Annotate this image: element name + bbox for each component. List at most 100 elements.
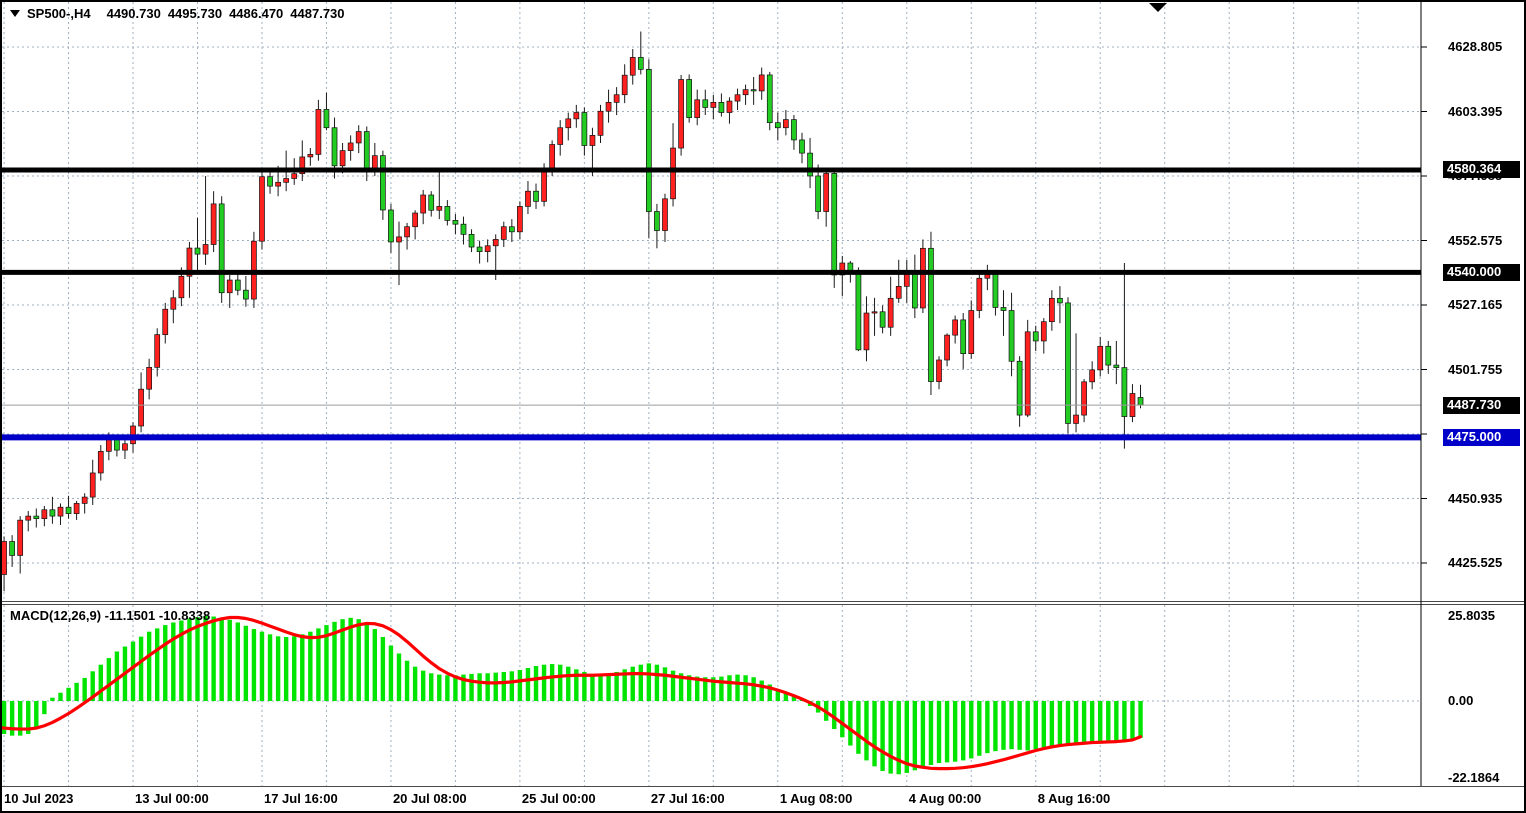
candle-bull — [557, 127, 564, 145]
candle-bull — [1049, 297, 1055, 323]
macd-histogram-bar — [1098, 701, 1103, 742]
candle-bear — [774, 122, 781, 129]
macd-histogram-bar — [106, 658, 112, 701]
symbol-dropdown-icon[interactable] — [10, 10, 20, 17]
price-tick-label: 4501.755 — [1448, 361, 1503, 377]
candle-bear — [1113, 364, 1120, 368]
candle-bear — [9, 541, 15, 556]
macd-histogram-bar — [549, 664, 555, 701]
candle-bull — [662, 198, 668, 231]
candle-bear — [1105, 345, 1112, 366]
macd-main-value: -11.1501 — [104, 608, 156, 623]
candle-bear — [807, 152, 813, 177]
candle-bull — [952, 319, 958, 336]
candle-bull — [936, 359, 942, 382]
macd-histogram-bar — [791, 696, 797, 701]
macd-histogram-bar — [517, 669, 523, 701]
time-axis-label: 25 Jul 00:00 — [521, 791, 596, 806]
macd-histogram-bar — [1106, 701, 1111, 742]
candle-bull — [1040, 321, 1047, 342]
chart-legend: SP500-,H4 4490.730 4495.730 4486.470 448… — [10, 6, 345, 21]
candle-bear — [702, 99, 709, 108]
macd-histogram-bar — [259, 631, 265, 701]
shift-end-marker[interactable] — [1149, 3, 1167, 12]
candle-bull — [162, 308, 169, 335]
candle-bull — [170, 297, 177, 310]
candle-bull — [210, 203, 217, 245]
candle-bull — [678, 79, 684, 149]
candle-bear — [637, 57, 644, 70]
macd-histogram-bar — [90, 671, 95, 701]
macd-histogram-bar — [606, 673, 611, 701]
candle-bull — [871, 311, 878, 314]
candle-bull — [371, 155, 378, 169]
macd-histogram-bar — [566, 666, 571, 701]
macd-histogram-bar — [203, 615, 208, 701]
candle-bull — [783, 119, 789, 129]
candle-bull — [694, 99, 701, 118]
candle-bull — [742, 89, 749, 96]
candle-bull — [887, 297, 894, 328]
candle-bull — [146, 367, 152, 390]
candle-bear — [1008, 310, 1015, 362]
macd-histogram-bar — [17, 701, 23, 736]
macd-histogram-bar — [759, 680, 764, 701]
candle-bear — [799, 139, 805, 154]
candle-bull — [1097, 345, 1104, 371]
macd-histogram-bar — [1073, 701, 1079, 744]
macd-histogram-bar — [638, 664, 643, 701]
macd-histogram-bar — [58, 692, 63, 701]
macd-histogram-bar — [275, 636, 281, 701]
macd-zero-label: 0.00 — [1448, 693, 1474, 708]
macd-histogram-bar — [1114, 701, 1119, 742]
macd-histogram-bar — [429, 673, 434, 701]
macd-histogram-bar — [541, 664, 547, 701]
candle-bull — [436, 206, 443, 211]
macd-histogram-bar — [840, 701, 845, 738]
macd-histogram-bar — [985, 701, 990, 754]
macd-histogram-bar — [735, 674, 740, 701]
price-tick-label: 4450.935 — [1448, 490, 1503, 506]
candle-bull — [1081, 381, 1087, 416]
macd-histogram-bar — [743, 675, 748, 701]
candle-bull — [839, 262, 846, 276]
macd-histogram-bar — [332, 621, 337, 701]
macd-histogram-bar — [340, 619, 345, 701]
candle-bull — [920, 247, 926, 309]
candle-bull — [605, 101, 612, 112]
time-axis-label: 27 Jul 16:00 — [650, 791, 725, 806]
macd-histogram-bar — [195, 617, 200, 701]
time-axis-label: 8 Aug 16:00 — [1037, 791, 1111, 806]
macd-histogram-bar — [9, 701, 15, 736]
level-price-label: 4580.364 — [1443, 161, 1520, 179]
price-tick-label: 4603.395 — [1448, 103, 1503, 119]
candle-bull — [41, 509, 48, 519]
macd-histogram-bar — [654, 664, 660, 701]
macd-histogram-bar — [920, 701, 926, 768]
candle-bear — [218, 203, 225, 294]
macd-histogram-bar — [783, 693, 789, 701]
current-price-label: 4487.730 — [1443, 396, 1520, 414]
candle-bull — [339, 150, 346, 167]
macd-histogram-bar — [324, 625, 329, 701]
candle-bear — [879, 311, 886, 328]
candle-bear — [718, 101, 725, 113]
macd-histogram-bar — [944, 701, 950, 763]
ohlc-open-value: 4490.730 — [106, 6, 161, 21]
macd-histogram-bar — [928, 701, 934, 766]
macd-histogram-bar — [138, 636, 144, 701]
candle-bull — [758, 74, 765, 92]
candle-bull — [573, 112, 580, 120]
candle-bear — [194, 247, 201, 255]
candle-bull — [944, 334, 950, 361]
macd-histogram-bar — [509, 671, 515, 701]
candle-bull — [138, 388, 144, 427]
macd-histogram-bar — [42, 701, 47, 715]
macd-histogram-bar — [461, 674, 466, 701]
candle-bull — [154, 334, 161, 368]
candle-bull — [259, 176, 265, 242]
candle-bear — [1016, 360, 1023, 416]
macd-histogram-bar — [292, 636, 297, 701]
